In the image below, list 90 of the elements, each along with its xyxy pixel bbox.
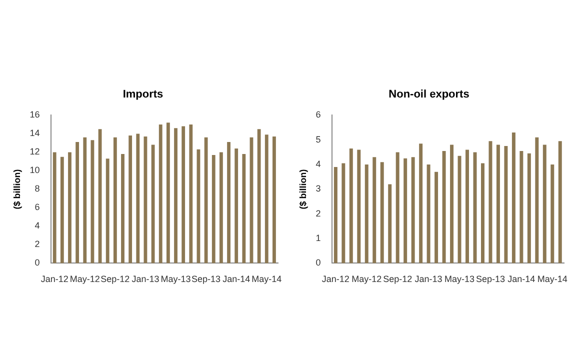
x-tick-label: Jan-12: [322, 274, 350, 284]
y-tick-label: 6: [316, 110, 321, 120]
x-tick-label: Sep-12: [100, 274, 130, 284]
bar: [113, 137, 117, 264]
bar: [466, 150, 469, 264]
y-tick-label: 5: [316, 134, 321, 144]
chart-title: Imports: [122, 88, 164, 101]
bar: [542, 144, 546, 264]
y-tick-label: 2: [34, 239, 40, 250]
bar: [480, 163, 484, 264]
y-tick-label: 10: [30, 165, 40, 176]
bar: [166, 122, 170, 264]
bar: [151, 144, 155, 264]
x-tick-label: Jan-13: [414, 274, 442, 284]
y-tick-label: 8: [34, 184, 40, 194]
y-axis-title: ($ billion): [12, 169, 22, 210]
x-tick-label: May-13: [160, 274, 191, 284]
y-tick-label: 16: [30, 110, 40, 120]
y-tick-label: 4: [34, 220, 40, 231]
bar: [380, 162, 384, 264]
bar: [220, 152, 223, 264]
bar: [535, 137, 539, 264]
bar: [76, 142, 80, 264]
bar: [204, 137, 208, 264]
x-tick-label: May-13: [444, 274, 475, 284]
bar: [136, 134, 140, 264]
y-tick-label: 3: [316, 184, 321, 194]
bar: [527, 153, 531, 264]
bar: [512, 132, 516, 264]
y-tick-label: 12: [30, 146, 40, 157]
x-tick-label: May-12: [352, 274, 382, 284]
x-tick-label: Jan-12: [40, 274, 68, 284]
bar: [404, 158, 408, 264]
bar: [450, 144, 454, 264]
bar: [396, 152, 400, 264]
x-tick-label: Sep-12: [383, 274, 412, 284]
bar: [264, 134, 268, 264]
y-tick-label: 14: [30, 128, 40, 138]
bar: [349, 148, 353, 264]
x-tick-label: Sep-13: [192, 274, 221, 284]
bar: [52, 152, 56, 264]
bar: [434, 172, 438, 264]
bar: [426, 164, 430, 264]
bar: [520, 150, 524, 264]
chart-title: Non-oil exports: [388, 88, 470, 101]
x-tick-label: Jan-14: [222, 274, 250, 284]
y-tick-label: 4: [316, 159, 321, 170]
bar: [364, 164, 368, 264]
bar: [60, 156, 64, 264]
bar: [174, 128, 178, 264]
bar: [68, 152, 72, 264]
bar: [372, 157, 376, 264]
bar: [504, 146, 508, 264]
x-tick-label: May-12: [70, 274, 100, 284]
bar: [272, 136, 276, 264]
x-tick-label: May-14: [537, 274, 568, 284]
bar: [83, 137, 87, 264]
bar: [242, 154, 246, 264]
bar: [189, 124, 193, 264]
bar: [496, 144, 500, 264]
bar: [550, 164, 554, 264]
bar: [558, 141, 562, 264]
bar: [458, 156, 462, 264]
bar: [158, 124, 162, 264]
bar: [411, 157, 415, 264]
bar: [388, 184, 392, 264]
x-tick-label: Jan-14: [508, 274, 536, 284]
x-tick-label: Jan-13: [132, 274, 160, 284]
y-tick-label: 1: [316, 233, 321, 244]
bar: [488, 141, 492, 264]
bar: [182, 126, 186, 264]
x-tick-label: Sep-13: [476, 274, 505, 284]
bar: [342, 163, 346, 264]
y-tick-label: 0: [34, 258, 40, 268]
y-tick-label: 6: [34, 202, 40, 212]
y-tick-label: 0: [316, 258, 321, 268]
bar: [128, 136, 132, 264]
bar: [334, 167, 338, 264]
bar: [121, 154, 124, 264]
bar: [212, 154, 216, 264]
bar: [442, 150, 446, 264]
bar: [227, 142, 230, 264]
bar: [357, 150, 361, 264]
bar: [257, 129, 261, 264]
bar: [234, 148, 238, 264]
bar: [419, 144, 423, 264]
y-tick-label: 2: [316, 208, 321, 218]
bar: [106, 158, 110, 264]
y-axis-title: ($ billion): [298, 169, 308, 210]
x-tick-label: May-14: [252, 274, 282, 284]
